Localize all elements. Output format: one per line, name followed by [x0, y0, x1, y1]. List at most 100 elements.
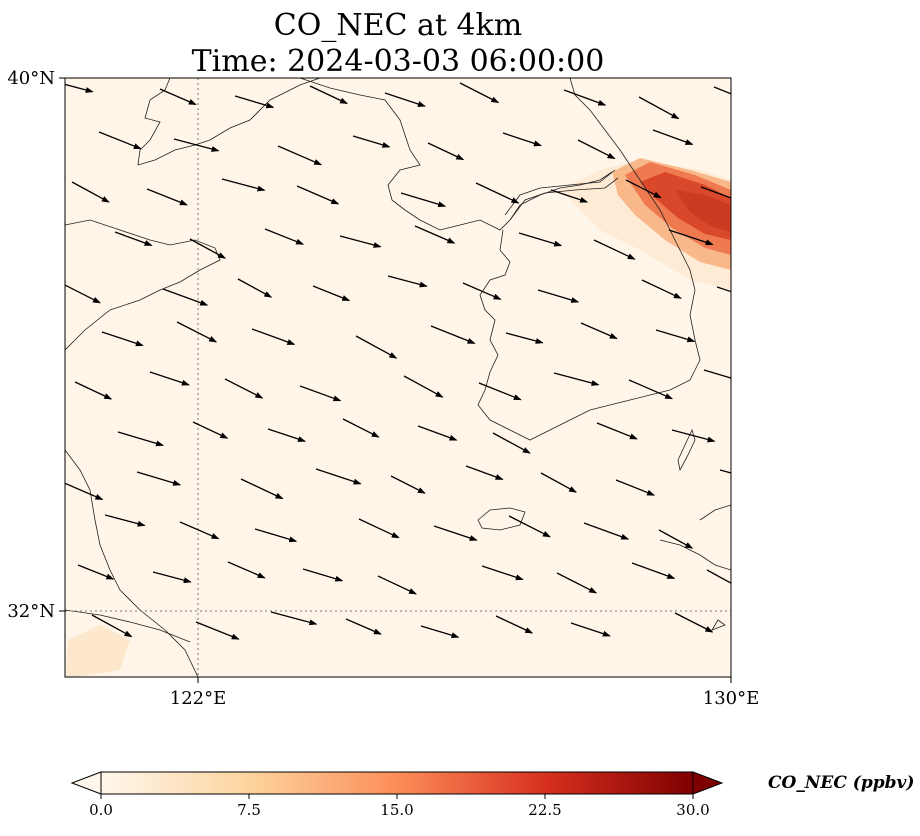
- wind-arrow: [339, 235, 382, 248]
- colorbar-tick-label: 22.5: [528, 801, 561, 819]
- wind-arrow: [540, 472, 577, 493]
- wind-arrow: [744, 237, 786, 258]
- coastline-korea-west: [477, 78, 701, 441]
- wind-arrow: [65, 482, 104, 501]
- wind-arrow: [195, 621, 240, 640]
- wind-arrow: [117, 431, 164, 447]
- wind-vectors: [65, 82, 795, 640]
- wind-arrow: [65, 284, 101, 304]
- colorbar-tick-label: 7.5: [237, 801, 261, 819]
- y-tick-label-32: 32°N: [7, 601, 55, 622]
- wind-arrow: [71, 181, 110, 203]
- wind-arrow: [264, 228, 305, 245]
- wind-arrow: [719, 469, 731, 474]
- wind-arrow: [631, 562, 676, 580]
- wind-arrow: [189, 238, 226, 259]
- wind-arrow: [267, 428, 306, 442]
- wind-arrow: [430, 325, 476, 345]
- wind-arrow: [173, 138, 220, 152]
- coastline-shandong: [65, 219, 221, 351]
- wind-arrow: [502, 132, 542, 147]
- wind-arrow: [628, 379, 674, 400]
- wind-arrow: [583, 522, 630, 540]
- wind-arrow: [162, 288, 209, 306]
- wind-arrow: [478, 382, 522, 401]
- wind-arrow: [577, 139, 616, 160]
- wind-arrow: [234, 95, 275, 109]
- wind-arrow: [179, 521, 220, 540]
- wind-arrow: [237, 278, 273, 298]
- plume-peak: [675, 190, 731, 232]
- x-tick-label-130: 130°E: [703, 688, 760, 709]
- wind-arrow: [671, 429, 716, 443]
- wind-arrow: [459, 82, 500, 104]
- wind-arrow: [481, 565, 524, 581]
- wind-arrow: [625, 179, 662, 199]
- wind-arrow: [427, 142, 465, 161]
- wind-arrow: [703, 369, 731, 379]
- yalu-river-2: [509, 177, 619, 221]
- wind-arrow: [757, 137, 795, 158]
- coastline-jiangsu: [65, 449, 199, 677]
- wind-arrow: [384, 92, 426, 107]
- wind-arrow: [224, 378, 264, 399]
- wind-arrow: [403, 375, 444, 398]
- wind-arrow: [101, 331, 144, 347]
- wind-arrow: [104, 514, 146, 527]
- colorbar-extend-max: [692, 771, 724, 795]
- axis-ticks: 122°E 130°E 40°N 32°N: [7, 68, 759, 709]
- wind-arrow: [652, 129, 694, 146]
- wind-arrow: [417, 425, 458, 441]
- colorbar-tick-label: 0.0: [89, 801, 113, 819]
- wind-arrow: [65, 83, 94, 93]
- wind-arrow: [505, 332, 544, 344]
- wind-arrow: [146, 188, 188, 206]
- wind-arrow: [342, 418, 380, 438]
- wind-arrow: [387, 275, 428, 288]
- japan-coast: [659, 539, 731, 571]
- wind-arrow: [315, 468, 362, 485]
- wind-arrow: [641, 279, 682, 299]
- wind-arrow: [700, 186, 731, 202]
- colorbar: 0.0 7.5 15.0 22.5 30.0 CO_NEC (ppbv): [70, 771, 914, 819]
- colorbar-tick-label: 15.0: [380, 801, 413, 819]
- jeju-island: [477, 507, 526, 531]
- wind-arrow: [638, 96, 680, 120]
- tsushima-island: [677, 428, 696, 472]
- wind-arrow: [433, 525, 478, 541]
- wind-arrow: [136, 471, 182, 486]
- wind-arrow: [747, 420, 788, 438]
- colorbar-ticks: 0.0 7.5 15.0 22.5 30.0: [89, 794, 710, 819]
- wind-arrow: [176, 321, 218, 343]
- wind-arrow: [149, 371, 190, 386]
- wind-arrow: [462, 282, 502, 300]
- colorbar-label: CO_NEC (ppbv): [768, 773, 914, 793]
- wind-arrow: [655, 329, 696, 343]
- colorbar-extend-min: [70, 771, 102, 795]
- wind-arrow: [596, 422, 638, 440]
- wind-arrow: [77, 564, 115, 580]
- wind-arrow: [495, 615, 534, 634]
- wind-arrow: [706, 569, 731, 584]
- wind-arrow: [227, 561, 266, 579]
- wind-arrow: [352, 135, 391, 148]
- wind-arrow: [390, 475, 426, 494]
- colorbar-tick-label: 30.0: [676, 801, 709, 819]
- wind-arrow: [734, 520, 770, 535]
- wind-arrow: [251, 328, 296, 346]
- wind-arrow: [570, 622, 611, 637]
- wind-arrow: [414, 225, 456, 244]
- wind-arrow: [400, 192, 447, 208]
- wind-arrow: [537, 289, 580, 303]
- wind-arrow: [750, 620, 790, 635]
- wind-arrow: [98, 131, 142, 150]
- y-tick-label-40: 40°N: [7, 68, 55, 89]
- map-frame: [64, 77, 732, 678]
- wind-arrow: [550, 189, 589, 203]
- wind-arrow: [355, 335, 398, 359]
- wind-arrow: [312, 285, 351, 302]
- wind-arrow: [713, 86, 731, 95]
- wind-arrow: [240, 478, 284, 500]
- wind-arrow: [254, 528, 298, 543]
- plume-coast-blob: [66, 625, 130, 677]
